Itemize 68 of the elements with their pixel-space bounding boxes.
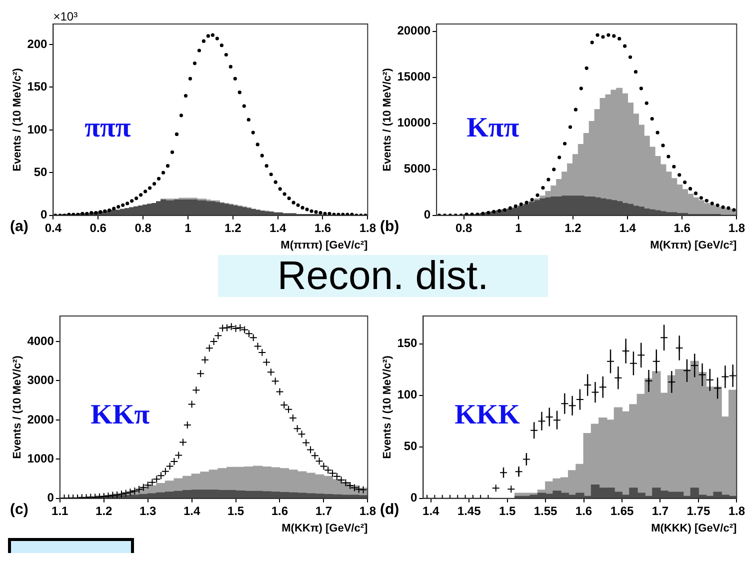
x-tick-label: 1.7 — [315, 504, 332, 518]
y-tick-label: 100 — [397, 388, 418, 402]
x-tick-label: 1.5 — [498, 504, 516, 518]
annotation: πππ — [84, 112, 132, 144]
y-tick-label: 10000 — [397, 116, 431, 130]
x-tick-label: 1.4 — [619, 220, 636, 235]
x-tick-label: 1.45 — [457, 504, 482, 518]
y-axis-title: Events / (10 MeV/c²) — [12, 68, 24, 172]
x-axis-title: M(Kππ) [GeV/c²] — [650, 239, 737, 252]
x-tick-label: 1.65 — [610, 504, 634, 518]
x-tick-label: 0.8 — [134, 220, 152, 235]
x-tick-label: 0.8 — [456, 220, 473, 235]
x-tick-label: 0.4 — [44, 220, 62, 235]
x-tick-label: 1.2 — [96, 504, 113, 518]
x-tick-label: 1.75 — [686, 504, 710, 518]
x-tick-label: 1.8 — [728, 504, 746, 518]
y-tick-label: 4000 — [27, 334, 54, 348]
x-tick-label: 1.1 — [52, 504, 69, 518]
x-axis-title: M(KKK) [GeV/c²] — [651, 522, 737, 534]
annotation: KKπ — [90, 400, 150, 431]
x-tick-label: 1.3 — [139, 504, 156, 518]
x-tick-label: 1 — [184, 220, 192, 235]
x-tick-label: 1.4 — [269, 220, 286, 235]
x-tick-label: 1 — [515, 220, 522, 235]
y-tick-label: 15000 — [397, 70, 431, 84]
x-axis-title: M(πππ) [GeV/c²] — [280, 239, 368, 252]
y-tick-label: 1000 — [27, 451, 54, 466]
annotation: KKK — [454, 400, 520, 431]
x-tick-label: 1.55 — [534, 504, 558, 518]
x-tick-label: 1.5 — [227, 504, 244, 518]
x-tick-label: 1.6 — [271, 504, 288, 518]
y-tick-label: 50 — [34, 164, 48, 179]
x-tick-label: 1.4 — [183, 504, 200, 518]
x-tick-label: 0.6 — [90, 220, 107, 235]
y-tick-label: 0 — [410, 490, 418, 505]
x-tick-label: 1.6 — [674, 220, 691, 235]
x-tick-label: 1.8 — [359, 220, 376, 235]
x-tick-label: 1.6 — [575, 504, 592, 518]
y-axis-title: Events / (10 MeV/c²) — [382, 355, 394, 459]
y-tick-label: 150 — [397, 336, 418, 350]
text: ×10³ — [53, 9, 78, 24]
y-tick-label: 150 — [27, 80, 48, 94]
y-tick-label: 0 — [47, 490, 54, 505]
text: (a) — [10, 218, 28, 236]
text: (b) — [380, 218, 400, 236]
x-tick-label: 1.8 — [728, 220, 746, 235]
y-tick-label: 3000 — [27, 373, 54, 388]
y-tick-label: 0 — [40, 208, 48, 222]
y-tick-label: 200 — [27, 36, 48, 51]
x-axis-title: M(KKπ) [GeV/c²] — [282, 522, 368, 534]
y-tick-label: 5000 — [404, 162, 431, 176]
y-tick-label: 50 — [404, 439, 418, 454]
x-tick-label: 1.6 — [314, 220, 332, 235]
text: (c) — [10, 501, 28, 518]
y-tick-label: 100 — [27, 122, 48, 136]
y-axis-title: Events / (10 MeV/c²) — [382, 68, 394, 172]
text: (d) — [380, 501, 400, 518]
text: Recon. dist. — [277, 254, 489, 298]
y-axis-title: Events / (10 MeV/c²) — [12, 355, 24, 459]
x-tick-label: 1.2 — [564, 220, 582, 235]
x-tick-label: 1.7 — [652, 504, 669, 518]
x-tick-label: 1.8 — [359, 504, 376, 518]
y-tick-label: 20000 — [397, 24, 431, 38]
x-tick-label: 1.4 — [422, 504, 440, 518]
annotation: Kππ — [466, 112, 520, 144]
y-tick-label: 2000 — [27, 412, 54, 426]
y-tick-label: 0 — [424, 208, 431, 222]
x-tick-label: 1.2 — [224, 220, 242, 235]
